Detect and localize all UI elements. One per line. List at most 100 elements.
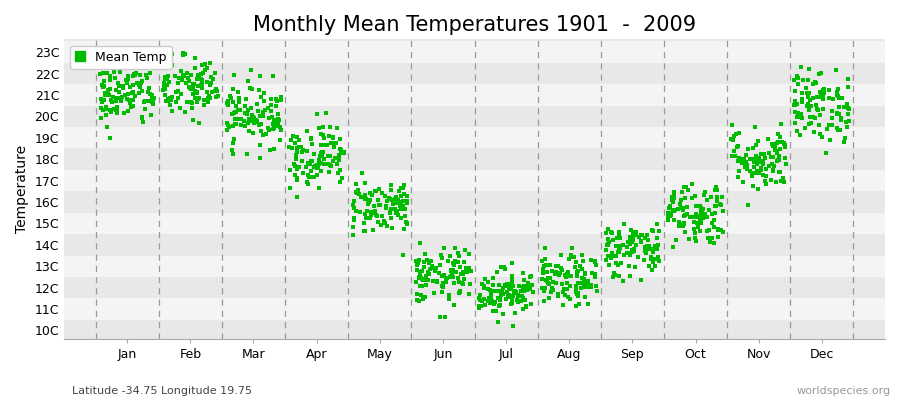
- Point: [396, 198, 410, 205]
- Point: [320, 160, 335, 167]
- Point: [139, 98, 153, 104]
- Point: [540, 278, 554, 284]
- Point: [226, 86, 240, 92]
- Point: [294, 148, 309, 155]
- Point: [94, 99, 109, 105]
- Point: [613, 243, 627, 250]
- Point: [285, 133, 300, 140]
- Point: [332, 166, 347, 173]
- Point: [200, 65, 214, 71]
- Point: [248, 117, 262, 123]
- Point: [379, 203, 393, 210]
- Point: [694, 220, 708, 227]
- Point: [184, 72, 199, 78]
- Bar: [64, 320, 885, 341]
- Point: [119, 77, 133, 83]
- Point: [795, 96, 809, 102]
- Point: [652, 258, 666, 264]
- Point: [427, 265, 441, 272]
- Point: [640, 244, 654, 250]
- Point: [663, 202, 678, 209]
- Point: [501, 294, 516, 300]
- Point: [184, 86, 198, 92]
- Point: [351, 187, 365, 193]
- Point: [310, 162, 324, 168]
- Point: [290, 166, 304, 172]
- Point: [266, 118, 281, 125]
- Point: [274, 94, 288, 100]
- Point: [841, 84, 855, 90]
- Point: [816, 89, 831, 96]
- Point: [498, 266, 512, 272]
- Point: [576, 258, 590, 264]
- Point: [415, 276, 429, 282]
- Point: [562, 273, 576, 280]
- Point: [131, 90, 146, 96]
- Point: [807, 129, 822, 135]
- Point: [778, 155, 792, 161]
- Point: [489, 308, 503, 314]
- Point: [736, 156, 751, 162]
- Point: [96, 97, 111, 103]
- Point: [741, 146, 755, 153]
- Point: [129, 70, 143, 76]
- Point: [644, 254, 659, 260]
- Point: [791, 75, 806, 81]
- Point: [625, 246, 639, 253]
- Point: [135, 78, 149, 84]
- Point: [759, 173, 773, 179]
- Point: [301, 160, 315, 166]
- Point: [770, 158, 785, 164]
- Point: [491, 282, 506, 288]
- Point: [568, 264, 582, 270]
- Point: [712, 200, 726, 207]
- Point: [752, 155, 767, 161]
- Bar: [64, 298, 885, 320]
- Point: [251, 108, 266, 114]
- Point: [396, 203, 410, 210]
- Point: [694, 218, 708, 225]
- Point: [750, 170, 764, 176]
- Point: [559, 274, 573, 280]
- Point: [348, 208, 363, 215]
- Point: [535, 276, 549, 282]
- Point: [575, 266, 590, 272]
- Point: [120, 79, 134, 86]
- Point: [674, 205, 688, 211]
- Point: [612, 249, 626, 255]
- Point: [226, 151, 240, 158]
- Point: [111, 80, 125, 86]
- Point: [797, 125, 812, 132]
- Point: [393, 185, 408, 191]
- Point: [671, 219, 686, 226]
- Point: [652, 228, 666, 234]
- Point: [767, 163, 781, 169]
- Point: [519, 304, 534, 310]
- Point: [477, 284, 491, 291]
- Point: [274, 127, 288, 133]
- Point: [623, 241, 637, 247]
- Point: [256, 109, 270, 115]
- Point: [271, 111, 285, 118]
- Point: [802, 66, 816, 72]
- Point: [778, 140, 792, 146]
- Point: [601, 226, 616, 232]
- Point: [171, 88, 185, 94]
- Point: [290, 134, 304, 140]
- Point: [97, 83, 112, 90]
- Point: [826, 96, 841, 102]
- Point: [445, 268, 459, 274]
- Point: [623, 273, 637, 279]
- Point: [808, 114, 823, 121]
- Point: [304, 135, 319, 141]
- Point: [735, 178, 750, 185]
- Point: [709, 202, 724, 209]
- Point: [727, 133, 742, 139]
- Point: [176, 50, 191, 57]
- Point: [333, 136, 347, 142]
- Point: [104, 73, 118, 79]
- Point: [209, 94, 223, 100]
- Point: [387, 196, 401, 202]
- Point: [756, 172, 770, 178]
- Point: [706, 217, 721, 224]
